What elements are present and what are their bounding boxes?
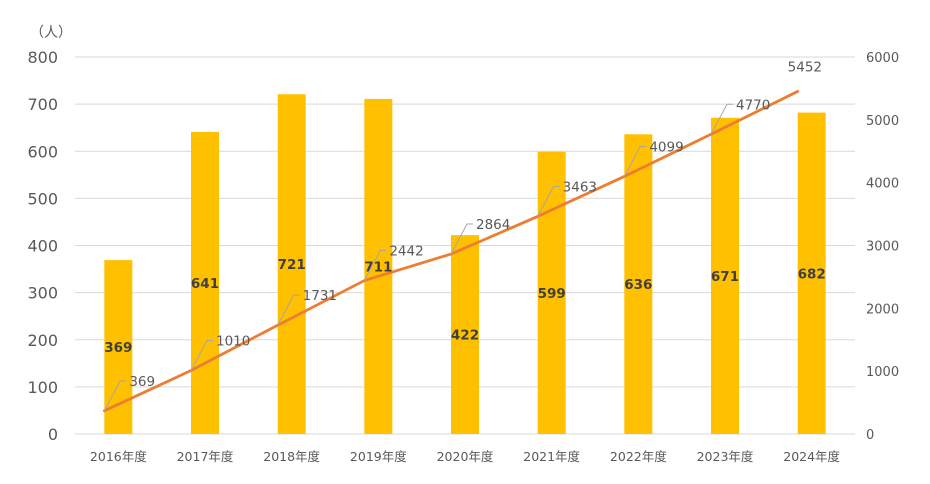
line-value-label: 369: [129, 374, 155, 390]
line-value-label: 4099: [649, 139, 683, 155]
x-axis-tick-label: 2021年度: [523, 449, 580, 464]
label-leader-line: [277, 294, 300, 326]
left-axis-tick-label: 0: [48, 425, 58, 444]
bar: [191, 131, 219, 434]
label-leader-line: [537, 185, 560, 217]
line-value-label: 5452: [788, 59, 822, 75]
right-axis-tick-label: 2000: [866, 302, 899, 317]
label-leader-line: [190, 340, 213, 371]
label-leader-line: [450, 223, 473, 255]
bar: [364, 98, 393, 434]
bar: [537, 151, 566, 434]
bar-value-label: 682: [798, 266, 826, 282]
right-axis-tick-label: 6000: [866, 51, 899, 66]
bar: [277, 94, 306, 434]
left-axis-tick-label: 500: [27, 189, 58, 208]
bar-value-label: 711: [364, 259, 392, 275]
bar-value-label: 671: [711, 269, 739, 285]
bar-value-label: 422: [451, 328, 479, 344]
label-leader-line: [103, 380, 127, 412]
left-axis-tick-label: 300: [27, 284, 58, 303]
x-axis-tick-label: 2023年度: [697, 449, 754, 464]
line-value-label: 4770: [736, 97, 770, 113]
left-axis-tick-label: 100: [27, 378, 58, 397]
axes: 0 100 200 300 400 500 600 700 800 0 1000 2000 3000 40…: [27, 48, 899, 464]
right-axis-tick-label: 5000: [866, 114, 899, 129]
left-axis-tick-label: 600: [27, 142, 58, 161]
line-value-label: 2864: [476, 217, 510, 233]
bar: [711, 117, 739, 434]
line-value-label: 2442: [389, 244, 423, 260]
line-value-label: 3463: [563, 179, 597, 195]
x-axis-tick-label: 2020年度: [437, 449, 494, 464]
line-value-label: 1731: [303, 288, 337, 304]
bar: [451, 235, 479, 434]
x-axis-tick-label: 2019年度: [350, 449, 407, 464]
x-axis-tick-label: 2016年度: [90, 449, 147, 464]
x-axis-tick-label: 2018年度: [263, 449, 320, 464]
right-axis-tick-label: 3000: [866, 240, 899, 255]
x-axis-tick-label: 2024年度: [783, 449, 840, 464]
label-leader-line: [623, 145, 647, 177]
line-value-label: 1010: [216, 334, 250, 350]
label-leader-line: [710, 103, 733, 135]
bar: [797, 112, 826, 435]
bar-value-label: 636: [624, 277, 652, 293]
bar-value-label: 641: [191, 276, 219, 292]
bar-value-label: 599: [538, 286, 566, 302]
bar: [624, 134, 653, 434]
left-axis-tick-label: 800: [27, 48, 58, 67]
bar-value-label: 721: [278, 257, 306, 273]
left-axis-tick-label: 400: [27, 237, 58, 256]
x-axis-tick-label: 2017年度: [177, 449, 234, 464]
label-leader-line: [363, 250, 387, 281]
right-axis-tick-label: 1000: [866, 365, 899, 380]
bar-value-label: 369: [104, 340, 132, 356]
right-axis-tick-label: 4000: [866, 177, 899, 192]
left-axis-tick-label: 700: [27, 95, 58, 114]
right-axis-tick-label: 0: [866, 428, 874, 443]
data-labels: 369 641 721 711 422 599 636 671 682 369 1010 1731 24…: [103, 59, 826, 412]
left-axis-tick-label: 200: [27, 331, 58, 350]
left-axis-unit-label: （人）: [30, 25, 72, 41]
x-axis-tick-label: 2022年度: [610, 449, 667, 464]
bars: [104, 94, 826, 435]
